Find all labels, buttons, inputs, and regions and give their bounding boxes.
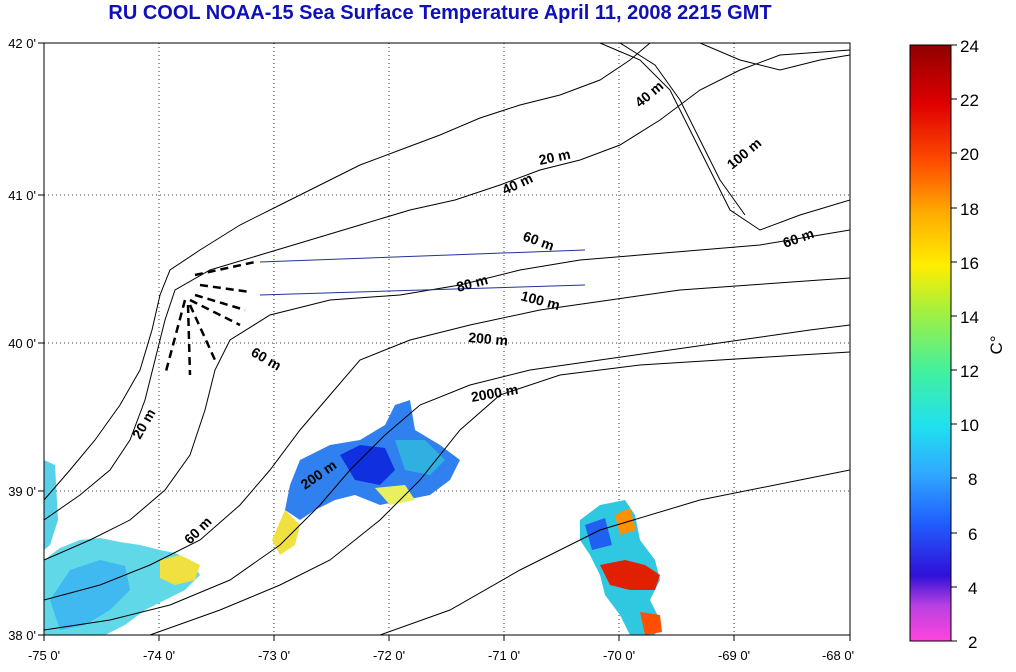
sst-data bbox=[44, 400, 662, 635]
colorbar-tick-label: 8 bbox=[968, 470, 977, 489]
y-tick-label: 42 0' bbox=[8, 36, 36, 51]
x-tick-label: -70 0' bbox=[603, 648, 635, 663]
isobath-label: 20 m bbox=[537, 146, 572, 168]
colorbar-tick-label: 12 bbox=[960, 362, 979, 381]
colorbar-tick-label: 20 bbox=[960, 145, 979, 164]
sst-patch-southwest-cool bbox=[50, 560, 130, 630]
colorbar-tick-label: 16 bbox=[960, 254, 979, 273]
x-tick-label: -69 0' bbox=[718, 648, 750, 663]
x-tick-label: -74 0' bbox=[143, 648, 175, 663]
colorbar-tick-label: 2 bbox=[968, 633, 977, 652]
map-title: RU COOL NOAA-15 Sea Surface Temperature … bbox=[108, 2, 772, 24]
isobath-label: 40 m bbox=[632, 78, 667, 111]
colorbar-unit-label: C° bbox=[987, 335, 1006, 354]
dashed-lines bbox=[163, 260, 256, 376]
x-tick-label: -73 0' bbox=[258, 648, 290, 663]
frame-ticks bbox=[38, 42, 851, 641]
y-tick-labels: 38 0' 39 0' 40 0' 41 0' 42 0' bbox=[8, 36, 36, 643]
isobath-label: 60 m bbox=[781, 225, 816, 251]
isobath-labels: 20 m 40 m 40 m 100 m 60 m 60 m 80 m 100 … bbox=[129, 78, 816, 548]
x-tick-labels: -75 0' -74 0' -73 0' -72 0' -71 0' -70 0… bbox=[28, 648, 854, 663]
y-tick-label: 40 0' bbox=[8, 336, 36, 351]
isobath-label: 60 m bbox=[521, 228, 556, 254]
colorbar-tick-label: 4 bbox=[968, 579, 977, 598]
x-tick-label: -68 0' bbox=[822, 648, 854, 663]
map-frame bbox=[43, 42, 851, 636]
isobath-label: 100 m bbox=[519, 287, 561, 313]
x-tick-label: -72 0' bbox=[373, 648, 405, 663]
colorbar bbox=[909, 44, 952, 642]
colorbar-tick-label: 6 bbox=[968, 525, 977, 544]
colorbar-tick-labels: 24 22 20 18 16 14 12 10 8 6 4 2 bbox=[960, 37, 979, 652]
isobath-label: 40 m bbox=[500, 170, 536, 198]
coastline bbox=[44, 43, 850, 635]
x-tick-label: -71 0' bbox=[488, 648, 520, 663]
isobath-label: 60 m bbox=[181, 513, 215, 547]
y-tick-label: 38 0' bbox=[8, 628, 36, 643]
y-tick-label: 39 0' bbox=[8, 484, 36, 499]
transects bbox=[259, 249, 586, 296]
y-tick-label: 41 0' bbox=[8, 188, 36, 203]
colorbar-tick-label: 24 bbox=[960, 37, 979, 56]
colorbar-tick-label: 18 bbox=[960, 200, 979, 219]
isobath-label: 80 m bbox=[455, 271, 490, 295]
isobath-label: 2000 m bbox=[470, 381, 520, 405]
isobath-label: 60 m bbox=[249, 344, 285, 374]
x-tick-label: -75 0' bbox=[28, 648, 60, 663]
colorbar-tick-label: 14 bbox=[960, 308, 979, 327]
sst-patch-southwest-warm bbox=[160, 555, 200, 585]
colorbar-ticks bbox=[951, 44, 957, 642]
isobath-label: 100 m bbox=[724, 135, 765, 173]
isobath-label: 200 m bbox=[468, 329, 509, 348]
isobath-label: 20 m bbox=[129, 406, 159, 442]
colorbar-tick-label: 22 bbox=[960, 91, 979, 110]
graticule bbox=[44, 43, 850, 635]
colorbar-tick-label: 10 bbox=[960, 416, 979, 435]
